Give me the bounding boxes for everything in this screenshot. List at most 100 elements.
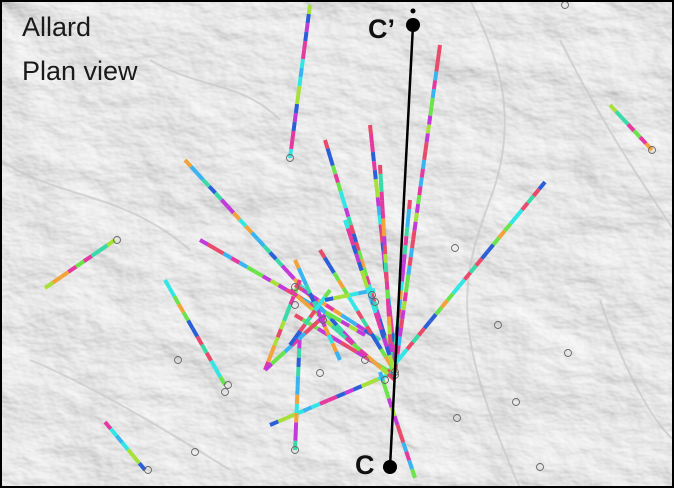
trace-segment <box>269 419 280 427</box>
trace-segment <box>378 164 383 175</box>
trace-segment <box>302 300 313 310</box>
trace-segment <box>403 236 409 246</box>
trace-segment <box>354 253 361 263</box>
trace-segment <box>440 299 449 309</box>
trace-segment <box>379 182 384 192</box>
trace-segment <box>293 259 301 270</box>
trace-segment <box>341 199 348 209</box>
trace-segment <box>318 295 327 305</box>
trace-segment <box>632 129 642 139</box>
trace-segment <box>382 236 387 246</box>
trace-segment <box>327 394 338 403</box>
trace-segment <box>183 158 193 168</box>
trace-segment <box>435 53 441 63</box>
trace-segment <box>189 165 199 175</box>
trace-segment <box>254 269 264 278</box>
trace-segment <box>280 264 290 274</box>
trace-segment <box>98 243 109 253</box>
trace-segment <box>425 124 432 134</box>
trace-segment <box>218 375 227 386</box>
trace-segment <box>344 336 355 346</box>
collar-marker <box>291 283 299 291</box>
trace-segment <box>626 122 636 133</box>
trace-segment <box>326 334 335 345</box>
trace-segment <box>486 243 495 253</box>
trace-segment <box>537 180 547 191</box>
trace-segment <box>351 302 360 313</box>
trace-segment <box>414 203 421 214</box>
trace-segment <box>190 327 200 338</box>
trace-segment <box>368 133 374 144</box>
trace-segment <box>336 182 343 192</box>
trace-segment <box>337 330 348 340</box>
trace-segment <box>272 336 280 347</box>
trace-segment <box>370 303 378 314</box>
trace-segment <box>457 278 467 288</box>
trace-segment <box>82 254 93 263</box>
trace-segment <box>340 340 350 350</box>
trace-segment <box>383 389 391 400</box>
collar-marker <box>564 349 572 357</box>
trace-segment <box>399 272 405 282</box>
trace-segment <box>296 85 302 96</box>
trace-segment <box>378 173 384 183</box>
trace-segment <box>319 398 330 406</box>
trace-segment <box>399 318 405 329</box>
collar-marker <box>494 321 502 329</box>
collar-marker <box>648 146 656 154</box>
trace-segment <box>335 323 345 334</box>
trace-segment <box>410 239 416 249</box>
trace-segment <box>340 319 351 328</box>
trace-segment <box>330 324 341 334</box>
trace-segment <box>362 278 370 289</box>
trace-segment <box>181 311 190 322</box>
trace-segment <box>288 336 297 347</box>
trace-segment <box>295 94 301 105</box>
trace-segment <box>407 199 412 210</box>
trace-segment <box>381 337 389 348</box>
collar-marker <box>224 381 232 389</box>
trace-segment <box>407 459 414 470</box>
collar-marker <box>512 398 520 406</box>
trace-segment <box>480 250 490 260</box>
trace-segment <box>332 315 343 324</box>
trace-segment <box>297 76 303 87</box>
trace-segment <box>417 326 426 337</box>
trace-segment <box>277 283 288 292</box>
trace-segment <box>310 401 321 410</box>
trace-segment <box>347 345 358 354</box>
trace-segment <box>305 13 311 24</box>
trace-segment <box>288 288 299 298</box>
trace-segment <box>332 294 343 301</box>
trace-segment <box>200 343 209 354</box>
trace-segment <box>374 340 383 351</box>
trace-segment <box>402 245 408 255</box>
trace-segment <box>348 236 356 246</box>
trace-segment <box>383 262 389 273</box>
trace-segment <box>204 351 213 362</box>
trace-segment <box>317 327 327 336</box>
trace-segment <box>373 312 381 322</box>
trace-segment <box>261 274 272 283</box>
collar-marker <box>221 388 229 396</box>
trace-segment <box>424 133 430 143</box>
trace-segment <box>419 168 425 178</box>
trace-segment <box>269 278 280 287</box>
trace-segment <box>413 212 419 223</box>
trace-segment <box>352 384 363 392</box>
trace-segment <box>214 367 223 378</box>
trace-segment <box>372 301 379 311</box>
trace-segment <box>379 191 385 201</box>
trace-segment <box>386 397 394 408</box>
trace-segment <box>354 241 361 252</box>
trace-segment <box>351 342 362 352</box>
trace-segment <box>230 256 241 265</box>
trace-segment <box>388 343 393 353</box>
trace-segment <box>526 194 536 205</box>
trace-segment <box>206 242 217 251</box>
trace-segment <box>246 265 256 274</box>
trace-segment <box>375 197 381 207</box>
trace-segment <box>373 179 379 189</box>
